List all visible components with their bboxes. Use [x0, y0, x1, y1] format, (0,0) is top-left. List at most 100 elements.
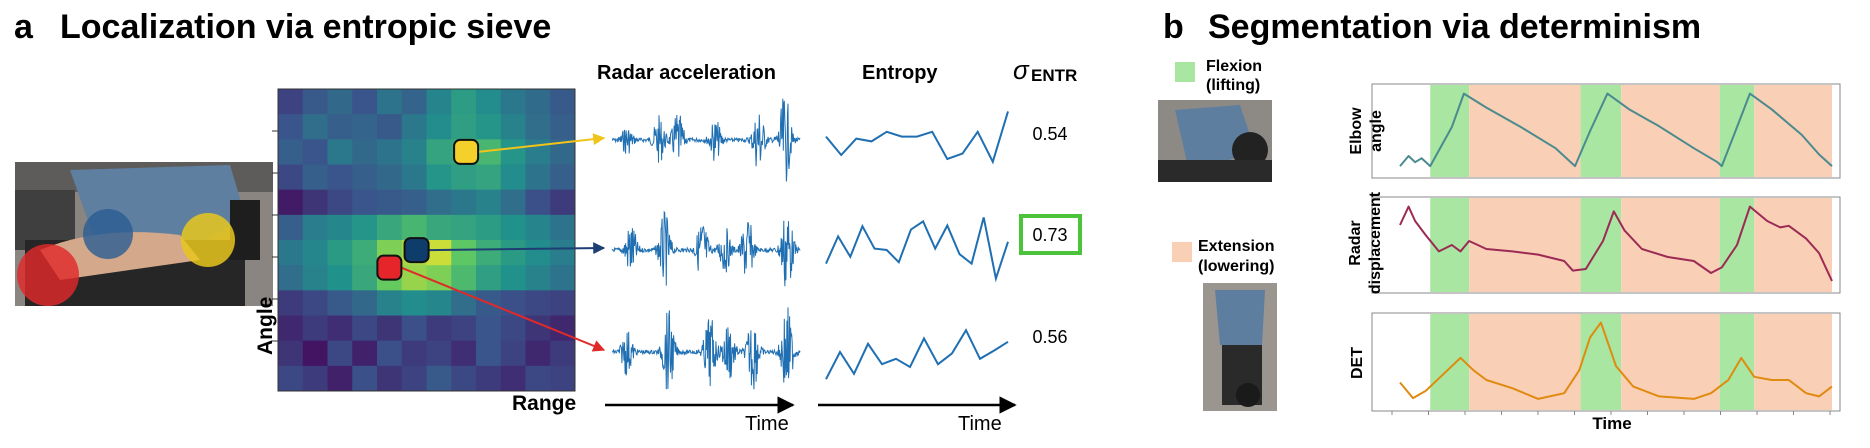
heatmap-frame — [277, 88, 576, 392]
heatmap-cell — [550, 214, 576, 241]
heatmap-cell — [476, 315, 502, 342]
heatmap-cell — [451, 340, 477, 367]
heatmap-cell — [352, 189, 378, 216]
heatmap-cell — [401, 114, 427, 140]
heatmap-cell — [451, 214, 477, 241]
heatmap-cell — [278, 240, 304, 266]
heatmap-ticks — [272, 130, 278, 342]
red-region-circle — [17, 244, 79, 306]
extension-band — [1621, 314, 1720, 410]
heatmap-cell — [377, 315, 403, 342]
heatmap-cell — [500, 240, 526, 266]
heatmap-cell — [525, 89, 551, 115]
heatmap-cell — [426, 114, 452, 140]
heatmap-cell — [278, 139, 304, 165]
heatmap-markers — [376, 138, 480, 281]
panel-a-letter: a — [14, 8, 34, 46]
sigma-symbol: σ — [1013, 55, 1030, 85]
flexion-swatch — [1175, 62, 1195, 82]
heatmap-cell — [302, 139, 328, 165]
heatmap-cell — [550, 265, 576, 291]
heatmap-cell — [451, 89, 477, 115]
heatmap-cell — [500, 214, 526, 241]
heatmap-cell — [550, 114, 576, 140]
radar-displacement-ylabel-line1: Radar — [1347, 220, 1364, 265]
heatmap-cell — [525, 290, 551, 316]
sigma-value-3: 0.56 — [1032, 327, 1067, 347]
plot-border-1 — [1371, 83, 1841, 179]
heatmap-cell — [377, 114, 403, 140]
heatmap-cell — [302, 290, 328, 316]
heatmap-cell — [426, 340, 452, 367]
heatmap-cell — [278, 340, 304, 367]
heatmap-cell — [302, 214, 328, 241]
heatmap-cell — [500, 164, 526, 191]
heatmap-cell — [550, 290, 576, 316]
heatmap-cell — [426, 315, 452, 342]
heatmap-cell — [278, 290, 304, 316]
heatmap-cell — [401, 290, 427, 316]
heatmap-cell — [525, 114, 551, 140]
sigma-value-2: 0.73 — [1032, 225, 1067, 245]
radar-displacement-trace — [1399, 205, 1833, 282]
marker-arrows — [400, 133, 606, 352]
panel-b-title: Segmentation via determinism — [1208, 8, 1701, 46]
extension-band — [1469, 85, 1581, 177]
elbow-angle-ylabel-line1: Elbow — [1348, 107, 1365, 155]
heatmap-cell — [377, 89, 403, 115]
entropy-lines — [825, 111, 1009, 380]
plot-border-2 — [1371, 196, 1841, 294]
heatmap-cell — [377, 340, 403, 367]
heatmap-cell — [401, 340, 427, 367]
heatmap-cell — [476, 164, 502, 191]
extension-band — [1469, 314, 1581, 410]
heatmap-cell — [401, 189, 427, 216]
panel-b-letter: b — [1163, 8, 1184, 46]
heatmap-cell — [377, 290, 403, 316]
entropy-line-3 — [825, 328, 1009, 380]
heatmap-cell — [352, 164, 378, 191]
heatmap-cell — [451, 189, 477, 216]
heatmap-cell — [550, 164, 576, 191]
heatmap-cell — [451, 265, 477, 291]
radar-acceleration-header: Radar acceleration — [597, 62, 776, 84]
extension-band — [1621, 198, 1720, 292]
flexion-band — [1580, 85, 1622, 177]
extension-band — [1469, 198, 1581, 292]
heatmap-cell — [500, 89, 526, 115]
heatmap-cell — [476, 89, 502, 115]
panel-a-title: Localization via entropic sieve — [60, 8, 551, 46]
extension-label-line1: Extension — [1198, 238, 1274, 255]
heatmap-cell — [500, 189, 526, 216]
radar-time-label: Time — [745, 413, 789, 435]
heatmap-cell — [278, 114, 304, 140]
heatmap-cell — [451, 240, 477, 266]
flexion-photo — [1158, 100, 1272, 182]
radar-acceleration-signals — [611, 98, 801, 390]
heatmap-cell — [476, 114, 502, 140]
heatmap-cell — [426, 189, 452, 216]
heatmap-cell — [352, 114, 378, 140]
heatmap-cell — [476, 265, 502, 291]
heatmap-cell — [525, 365, 551, 392]
heatmap-cell — [377, 189, 403, 216]
heatmap-cell — [426, 139, 452, 165]
radar-signal-2 — [611, 210, 801, 287]
heatmap-cell — [327, 189, 353, 216]
heatmap-cell — [426, 290, 452, 316]
heatmap-cell — [377, 139, 403, 165]
heatmap-cell — [401, 214, 427, 241]
heatmap-cell — [525, 340, 551, 367]
heatmap-cell — [426, 214, 452, 241]
heatmap-cell — [327, 89, 353, 115]
heatmap-cell — [327, 114, 353, 140]
heatmap-cell — [550, 240, 576, 266]
heatmap-cell — [476, 214, 502, 241]
entropy-line-2 — [825, 217, 1009, 283]
extension-band — [1754, 314, 1832, 410]
heatmap-cell — [302, 164, 328, 191]
heatmap-cell — [302, 365, 328, 392]
heatmap-cell — [302, 240, 328, 266]
heatmap-cell — [401, 365, 427, 392]
heatmap-cell — [302, 265, 328, 291]
